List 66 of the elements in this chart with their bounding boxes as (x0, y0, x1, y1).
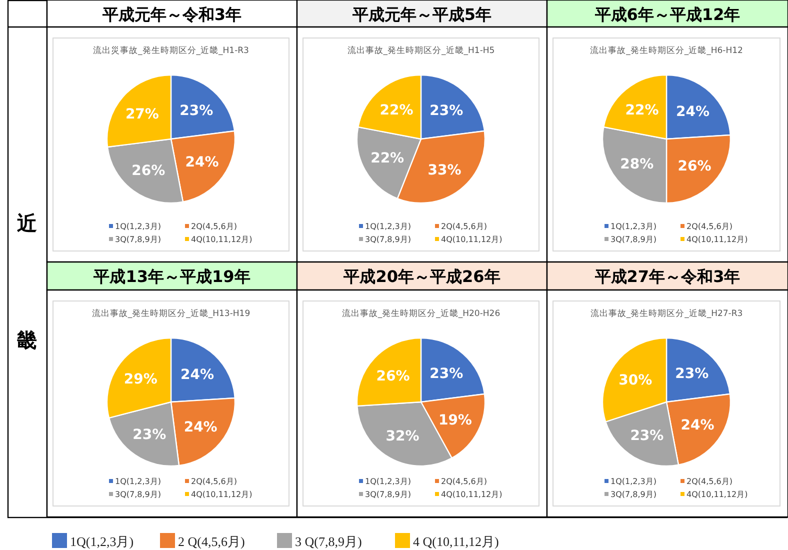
chart-subtitle: 流出事故_発生時期区分_近畿_H1-H5 (347, 45, 495, 56)
chart-title: 平成元年～平成5年 (351, 5, 492, 24)
legend-label: 3Q(7,8,9月) (115, 235, 161, 244)
legend-label: 3Q(7,8,9月) (610, 490, 656, 499)
data-label: 23% (132, 426, 166, 443)
data-label: 22% (625, 102, 659, 118)
data-label: 23% (180, 103, 214, 120)
data-label: 23% (630, 428, 664, 444)
data-label: 19% (438, 412, 472, 428)
data-label: 22% (370, 150, 404, 166)
text: 3 Q(7,8,9月) (295, 534, 362, 549)
data-label: 28% (620, 156, 654, 172)
chart-title: 平成元年～令和3年 (101, 5, 242, 24)
data-label: 24% (184, 419, 218, 436)
data-label: 29% (124, 371, 158, 388)
text: 2 Q(4,5,6月) (178, 534, 245, 549)
legend-label: 1Q(1,2,3月) (610, 477, 656, 486)
legend-label: 4Q(10,11,12月) (191, 235, 252, 244)
data-label: 27% (125, 106, 159, 123)
legend-label: 1Q(1,2,3月) (115, 222, 161, 231)
chart-subtitle: 流出事故_発生時期区分_近畿_H6-H12 (590, 45, 743, 56)
legend-label: 3Q(7,8,9月) (365, 490, 411, 499)
legend-label: 3Q(7,8,9月) (610, 235, 656, 244)
legend-label: 1Q(1,2,3月) (115, 477, 161, 486)
text: 畿 (17, 328, 37, 352)
chart-title: 平成27年～令和3年 (594, 267, 740, 286)
legend-label: 2Q(4,5,6月) (441, 222, 487, 231)
chart-title: 平成20年～平成26年 (342, 267, 500, 286)
legend-label: 3Q(7,8,9月) (115, 490, 161, 499)
chart-subtitle: 流出事故_発生時期区分_近畿_H13-H19 (92, 308, 250, 319)
legend-label: 2Q(4,5,6月) (686, 477, 732, 486)
data-label: 26% (132, 163, 166, 180)
chart-title: 平成13年～平成19年 (92, 267, 250, 286)
legend-label: 4Q(10,11,12月) (441, 235, 502, 244)
chart-subtitle: 流出事故_発生時期区分_近畿_H20-H26 (342, 308, 500, 319)
text: 4 Q(10,11,12月) (413, 534, 499, 549)
data-label: 24% (185, 154, 219, 171)
chart-subtitle: 流出災事故_発生時期区分_近畿_H1-R3 (93, 45, 249, 56)
data-label: 23% (430, 366, 464, 382)
chart-title: 平成6年～平成12年 (594, 5, 740, 24)
data-label: 30% (618, 372, 652, 388)
legend-label: 2Q(4,5,6月) (191, 222, 237, 231)
text: 近 (16, 211, 37, 235)
data-label: 24% (680, 418, 714, 434)
data-label: 26% (678, 158, 712, 174)
legend-label: 4Q(10,11,12月) (441, 490, 502, 499)
data-label: 24% (676, 104, 710, 120)
legend-label: 2Q(4,5,6月) (441, 477, 487, 486)
data-label: 23% (675, 366, 709, 382)
legend-label: 2Q(4,5,6月) (686, 222, 732, 231)
data-label: 26% (376, 368, 410, 385)
legend-label: 4Q(10,11,12月) (686, 490, 748, 499)
text: 1Q(1,2,3月) (70, 534, 134, 549)
legend-label: 4Q(10,11,12月) (686, 235, 748, 244)
legend-label: 4Q(10,11,12月) (191, 490, 252, 499)
legend-label: 1Q(1,2,3月) (365, 222, 411, 231)
legend-label: 2Q(4,5,6月) (191, 477, 237, 486)
data-label: 33% (428, 162, 462, 178)
legend-label: 1Q(1,2,3月) (365, 477, 411, 486)
data-label: 22% (380, 102, 414, 118)
legend-label: 3Q(7,8,9月) (365, 235, 411, 244)
chart-subtitle: 流出事故_発生時期区分_近畿_H27-R3 (590, 308, 743, 319)
data-label: 32% (386, 428, 420, 445)
data-label: 23% (430, 103, 464, 120)
data-label: 24% (180, 367, 214, 384)
legend-label: 1Q(1,2,3月) (610, 222, 656, 231)
